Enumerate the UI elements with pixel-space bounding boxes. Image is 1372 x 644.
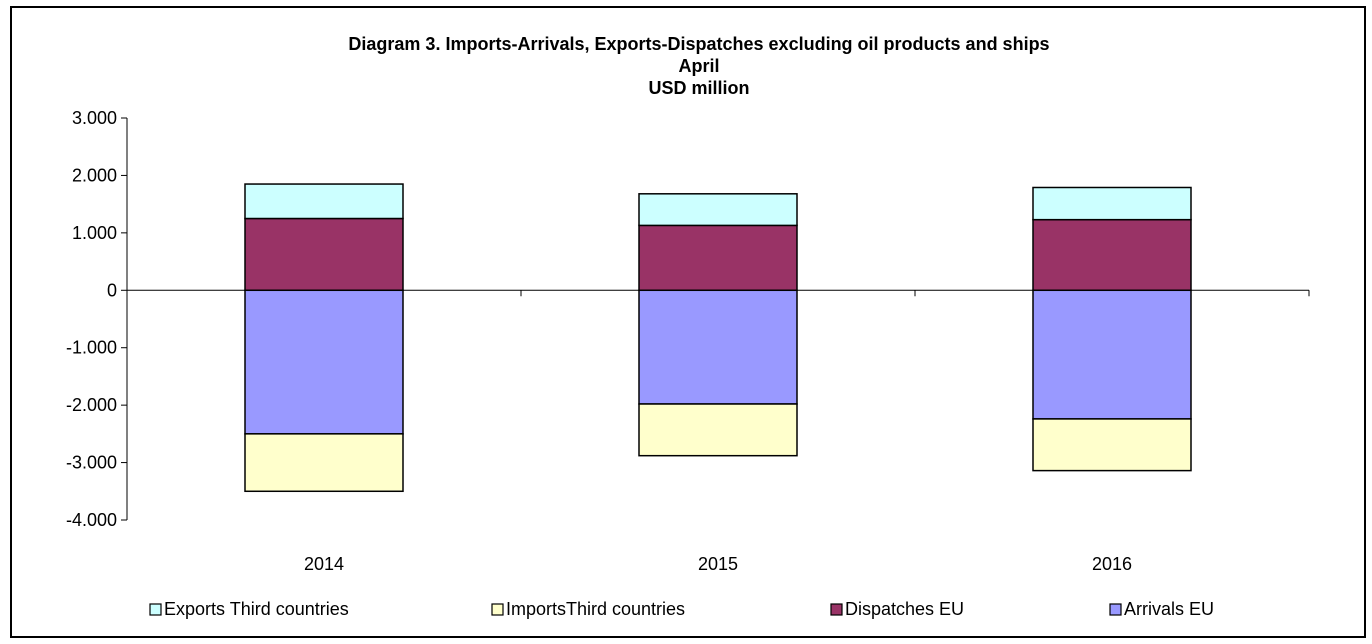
chart-subtitle-unit: USD million xyxy=(648,78,749,98)
chart-titles: Diagram 3. Imports-Arrivals, Exports-Dis… xyxy=(348,34,1049,98)
bar-segment xyxy=(244,289,404,435)
y-tick-label: 0 xyxy=(107,280,117,300)
bar-segment xyxy=(638,224,798,292)
x-tick-label: 2014 xyxy=(304,554,344,574)
y-tick-label: 2.000 xyxy=(72,165,117,185)
legend-label: ImportsThird countries xyxy=(506,599,685,619)
y-tick-label: -1.000 xyxy=(66,338,117,358)
y-tick-label: -4.000 xyxy=(66,510,117,530)
legend: Exports Third countries ImportsThird coun… xyxy=(149,599,1214,619)
legend-label: Exports Third countries xyxy=(164,599,349,619)
legend-swatch xyxy=(149,603,162,616)
bar-segment xyxy=(638,193,798,227)
x-tick-label: 2016 xyxy=(1092,554,1132,574)
y-tick-label: -2.000 xyxy=(66,395,117,415)
y-tick-label: 3.000 xyxy=(72,108,117,128)
legend-swatch xyxy=(830,603,843,616)
bar-segment xyxy=(1032,289,1192,420)
bar-segment xyxy=(244,217,404,292)
bar-segment xyxy=(1032,218,1192,292)
bar-segment xyxy=(638,289,798,405)
bar-segment xyxy=(1032,418,1192,472)
bars xyxy=(244,183,1192,493)
bar-segment xyxy=(244,433,404,493)
y-tick-label: -3.000 xyxy=(66,453,117,473)
chart-title: Diagram 3. Imports-Arrivals, Exports-Dis… xyxy=(348,34,1049,54)
bar-segment xyxy=(244,183,404,220)
bar-segment xyxy=(1032,186,1192,221)
legend-swatch xyxy=(1109,603,1122,616)
bar-segment xyxy=(638,403,798,457)
x-tick-label: 2015 xyxy=(698,554,738,574)
legend-swatch xyxy=(491,603,504,616)
legend-label: Dispatches EU xyxy=(845,599,964,619)
legend-label: Arrivals EU xyxy=(1124,599,1214,619)
chart-subtitle-month: April xyxy=(678,56,719,76)
y-tick-label: 1.000 xyxy=(72,223,117,243)
